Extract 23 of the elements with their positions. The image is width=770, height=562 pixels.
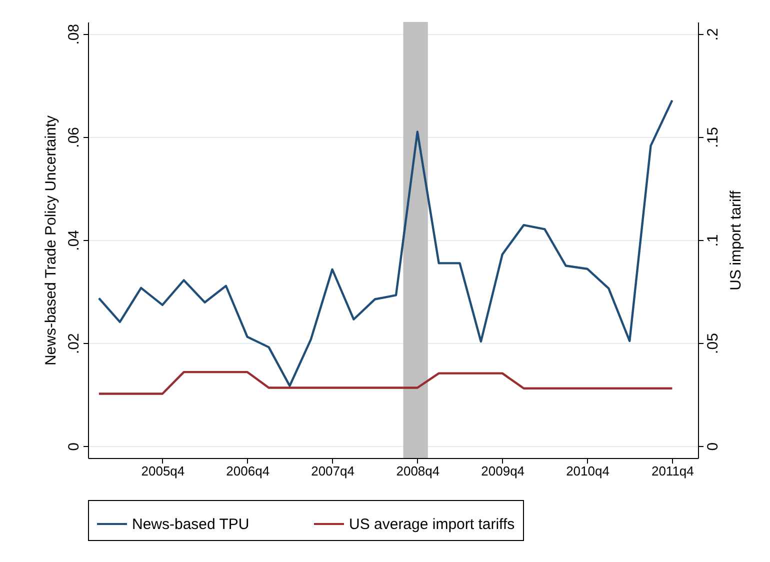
y2-tick-label: .15: [704, 127, 722, 148]
legend-label: US average import tariffs: [349, 516, 515, 533]
y2-tick-label: .05: [704, 333, 722, 354]
line-series: [98, 99, 674, 387]
x-tick-label: 2007q4: [311, 464, 354, 478]
y-tick-label: .06: [66, 126, 82, 148]
y-tick-label: .04: [66, 230, 82, 251]
x-tick-label: 2010q4: [566, 464, 610, 478]
legend-label: News-based TPU: [132, 516, 250, 533]
x-tick-label: 2005q4: [141, 464, 185, 478]
y2-tick-label: .1: [704, 234, 722, 247]
y2-axis-title: US import tariff: [728, 190, 744, 290]
y2-tick-label: .2: [704, 28, 722, 41]
x-tick-label: 2009q4: [481, 464, 525, 478]
y-tick-label: .08: [66, 24, 82, 45]
y-tick-label: 0: [66, 442, 82, 451]
x-tick-label: 2011q4: [651, 464, 694, 478]
x-tick-label: 2006q4: [226, 464, 270, 478]
x-tick-label: 2008q4: [396, 464, 440, 478]
line-series: [98, 370, 674, 395]
y-axis-title: News-based Trade Policy Uncertainty: [42, 114, 60, 366]
y2-tick-label: 0: [704, 442, 722, 451]
y-tick-label: .02: [66, 333, 82, 354]
